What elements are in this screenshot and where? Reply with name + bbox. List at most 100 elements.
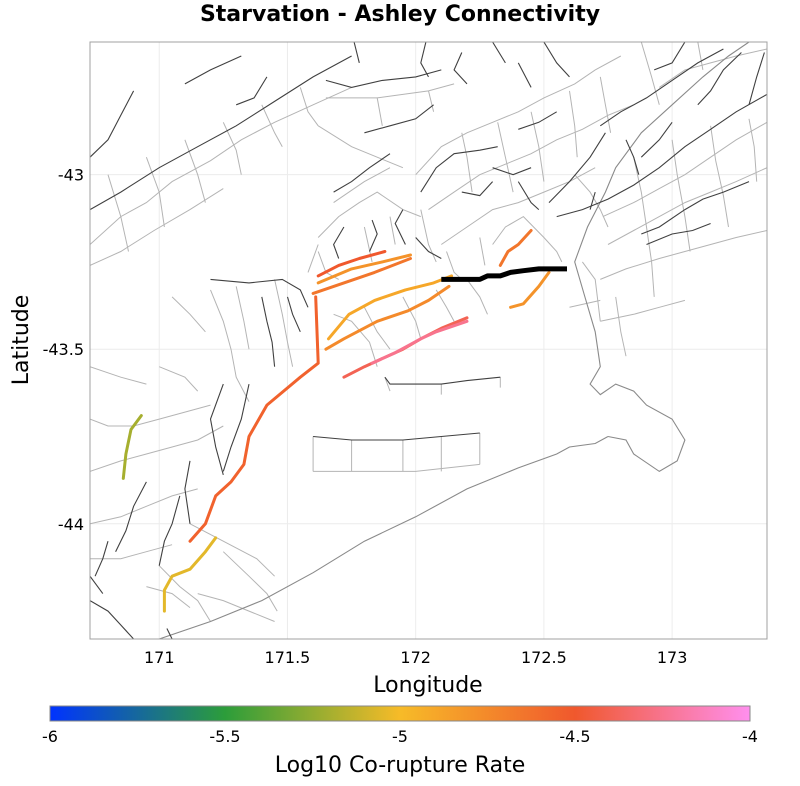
section-outline-17 [420,209,437,263]
section-outline-3 [145,157,165,228]
section-outline-66 [333,313,378,367]
fault-trace-9 [453,52,468,85]
fault-trace-17 [517,181,540,211]
fault-trace-6 [333,153,391,193]
fault-trace-18 [548,132,606,203]
colorbar-label: Log10 Co-rupture Rate [275,753,526,778]
x-tick-label-2: 172 [400,648,431,667]
section-outline-39 [640,42,660,105]
section-outline-1 [90,188,224,266]
fault-trace-39 [166,628,173,639]
section-outline-6 [261,104,283,147]
section-outline-32 [600,230,767,280]
fault-trace-12 [543,42,570,78]
section-outline-49 [90,425,224,472]
fault-trace-1 [90,90,135,158]
section-outline-9 [376,97,383,126]
section-outline-44 [210,289,250,402]
section-outline-48 [90,404,211,427]
corupture-fault-1 [311,257,412,295]
section-outline-37 [748,118,758,182]
corupture-fault-6 [370,319,469,365]
fault-trace-3 [325,69,442,88]
section-outline-40 [697,42,704,70]
corupture-fault-7 [188,295,320,543]
fault-trace-31 [222,383,250,472]
section-outline-16 [389,216,396,245]
fault-trace-29 [210,278,309,308]
fault-trace-43 [332,226,345,259]
section-outline-47 [90,366,147,385]
x-axis-label: Longitude [373,673,482,698]
corupture-fault-8 [498,229,533,267]
fault-trace-33 [209,383,224,476]
colorbar-tick-label-0: -6 [42,727,58,746]
section-outline-70 [466,279,488,315]
colorbar-tick-label-3: -4.5 [559,727,590,746]
y-tick-label-0: -43 [58,166,84,185]
colorbar-tick-label-2: -5 [392,727,408,746]
coastline-1 [574,42,750,473]
corupture-fault-10 [162,536,218,613]
fault-trace-26 [748,52,765,105]
focus-fault [441,266,567,282]
section-outline-50 [90,488,198,525]
fault-trace-13 [518,111,557,130]
fault-trace-23 [640,121,673,158]
fault-trace-28 [589,191,596,210]
fault-map-layer [90,42,767,639]
section-outline-4 [184,139,206,203]
section-outline-65 [313,463,480,472]
section-outline-18 [415,55,622,176]
fault-trace-14 [420,146,498,193]
section-outline-19 [428,104,634,211]
fault-trace-11 [517,62,532,88]
section-outline-31 [607,167,767,245]
fault-trace-35 [158,495,181,566]
y-tick-label-2: -44 [58,515,84,534]
section-outline-35 [671,139,691,252]
fault-trace-8 [420,42,429,78]
plot-frame [89,41,768,640]
y-axis-label: Latitude [9,295,34,386]
section-outline-26 [492,215,563,263]
colorbar-ticks: -6 -5.5 -5 -4.5 -4 [42,727,758,746]
fault-trace-24 [653,42,686,71]
section-outline-67 [363,307,391,350]
x-tick-label-4: 173 [657,648,688,667]
map-title: Starvation - Ashley Connectivity [199,2,601,27]
fault-trace-34 [184,460,191,524]
section-outline-33 [600,299,686,322]
fault-trace-25 [697,52,742,106]
fault-trace-37 [94,541,109,577]
corupture-fault-2 [316,253,412,285]
section-outline-56 [146,586,191,608]
section-outline-34 [633,157,655,297]
section-outline-53 [189,523,275,577]
fault-trace-21 [641,181,750,235]
fault-trace-46 [313,432,480,441]
fault-trace-16 [461,181,494,197]
section-outline-69 [435,289,455,322]
section-outline-68 [402,296,422,339]
fault-trace-27 [625,139,640,175]
section-outline-55 [197,593,275,622]
section-outline-59 [307,244,319,273]
fault-trace-20 [599,48,724,127]
section-outline-21 [461,132,473,193]
section-outline-36 [710,125,729,228]
fault-trace-19 [556,93,767,218]
y-tick-label-1: -43.5 [43,340,84,359]
x-tick-label-1: 171.5 [265,648,311,667]
section-outline-27 [446,251,463,280]
section-outline-23 [530,111,545,182]
section-outline-52 [158,565,211,622]
section-outline-42 [581,261,601,322]
fault-trace-10 [492,42,506,64]
fault-trace-41 [394,209,406,245]
fault-trace-2 [184,55,242,85]
fault-trace-30 [261,296,276,367]
fault-trace-0 [90,55,352,211]
